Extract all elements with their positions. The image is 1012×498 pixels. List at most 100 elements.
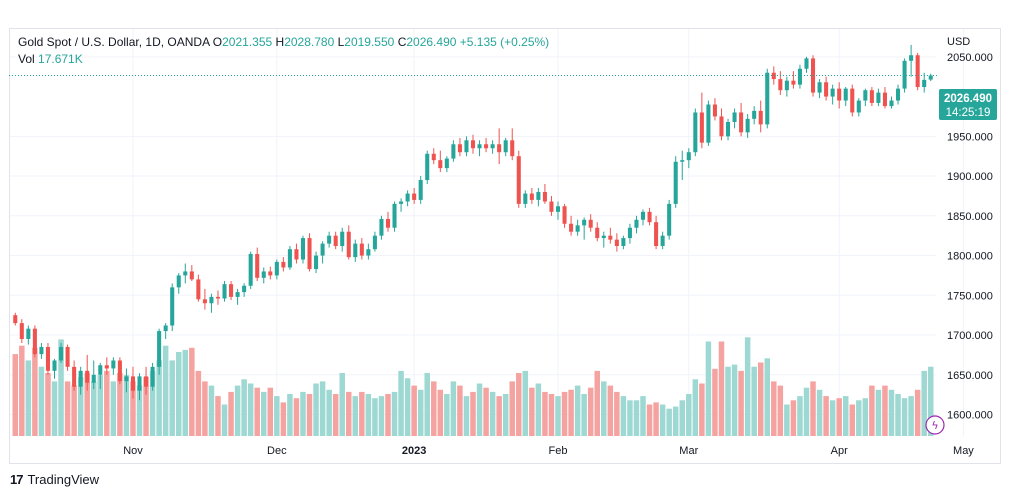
- candle: [719, 108, 724, 141]
- candle-body: [98, 365, 103, 375]
- candle-body: [372, 235, 377, 250]
- volume-bar: [496, 396, 502, 436]
- candle-body: [595, 227, 600, 239]
- candle-body: [719, 116, 724, 137]
- volume-bar: [686, 394, 692, 436]
- volume-bar: [385, 394, 391, 436]
- candle-body: [379, 218, 384, 236]
- candle-body: [176, 275, 181, 288]
- candle: [176, 273, 181, 294]
- candle-body: [791, 80, 796, 85]
- candle-body: [569, 223, 574, 232]
- candle: [229, 280, 234, 301]
- candle: [588, 214, 593, 232]
- candle: [797, 64, 802, 89]
- volume-label[interactable]: Vol: [18, 52, 35, 66]
- candle: [863, 88, 868, 107]
- volume-bar: [306, 394, 313, 436]
- volume-bar: [895, 394, 901, 436]
- candle: [392, 201, 397, 232]
- candle-body: [235, 292, 240, 297]
- candle-body: [85, 370, 90, 383]
- candle: [65, 344, 70, 371]
- volume-bar: [587, 387, 594, 436]
- candle: [647, 207, 652, 226]
- candle: [183, 263, 188, 284]
- candle-body: [817, 82, 822, 93]
- time-axis[interactable]: Nov Dec 2023 Feb Mar Apr May: [123, 445, 974, 457]
- candle-body: [601, 235, 606, 239]
- candle: [412, 187, 417, 204]
- volume-bar: [692, 379, 699, 436]
- candle: [222, 280, 227, 302]
- candle-body: [39, 346, 44, 355]
- volume-bar: [712, 368, 718, 436]
- last-price-badge: 2026.490 14:25:19: [939, 89, 997, 120]
- candle: [248, 251, 253, 289]
- volume-bar: [463, 396, 470, 436]
- candle-body: [392, 203, 397, 228]
- volume-bar: [731, 364, 738, 436]
- symbol-title[interactable]: Gold Spot / U.S. Dollar, 1D, OANDA: [18, 35, 210, 49]
- volume-bar: [84, 373, 90, 436]
- candle-body: [457, 144, 462, 153]
- time-tick-label: 2023: [402, 445, 426, 457]
- candle: [333, 231, 338, 250]
- candle-body: [300, 238, 306, 260]
- candle-body: [144, 376, 149, 387]
- candle: [856, 98, 861, 117]
- candle: [725, 118, 731, 141]
- volume-bar: [149, 370, 156, 436]
- candle-body: [385, 218, 391, 228]
- candle: [130, 366, 135, 399]
- volume-bar: [489, 391, 496, 436]
- candle-body: [634, 219, 639, 228]
- volume-bar: [261, 391, 267, 436]
- candle-body: [902, 60, 907, 89]
- candle: [399, 198, 404, 212]
- candle: [837, 82, 842, 109]
- volume-bar: [143, 377, 149, 436]
- volume-bar: [130, 381, 136, 436]
- candle-body: [425, 153, 430, 181]
- candle-body: [896, 88, 901, 101]
- candle-body: [797, 68, 802, 85]
- candle-body: [72, 366, 77, 387]
- price-tick-label: 1750.000: [947, 290, 993, 302]
- candle-body: [484, 144, 489, 149]
- candle-body: [117, 360, 122, 382]
- candle: [542, 184, 547, 204]
- candle-body: [13, 315, 18, 324]
- volume-bar: [666, 408, 672, 436]
- volume-bar: [699, 383, 705, 436]
- candle-body: [130, 376, 135, 391]
- volume-bar: [182, 349, 189, 436]
- scroll-to-realtime-button[interactable]: ϟ: [925, 415, 945, 435]
- candle: [405, 190, 410, 207]
- volume-bar: [202, 381, 208, 436]
- volume-bar: [856, 400, 862, 436]
- time-tick-label: Feb: [549, 445, 568, 457]
- volume-bar: [744, 337, 751, 436]
- volume-bar: [568, 389, 574, 436]
- volume-bar: [156, 360, 162, 436]
- candle: [712, 98, 717, 121]
- candle-body: [183, 271, 188, 276]
- price-axis[interactable]: USD 2050.000 1950.000 1900.000 1850.000 1800…: [947, 36, 993, 422]
- candle: [327, 231, 332, 248]
- candle-body: [869, 90, 874, 103]
- close-label: C: [397, 35, 407, 49]
- candle: [778, 71, 783, 95]
- volume-bar: [254, 387, 260, 436]
- candle: [255, 247, 260, 281]
- candle-body: [464, 140, 469, 153]
- candle: [699, 92, 704, 149]
- candle-body: [307, 238, 312, 270]
- volume-bar: [51, 381, 58, 436]
- candle-body: [909, 55, 914, 61]
- volume-bar: [771, 381, 777, 436]
- volume-bar: [529, 387, 535, 436]
- candle: [470, 134, 476, 154]
- tradingview-logo[interactable]: 17 TradingView: [10, 472, 99, 487]
